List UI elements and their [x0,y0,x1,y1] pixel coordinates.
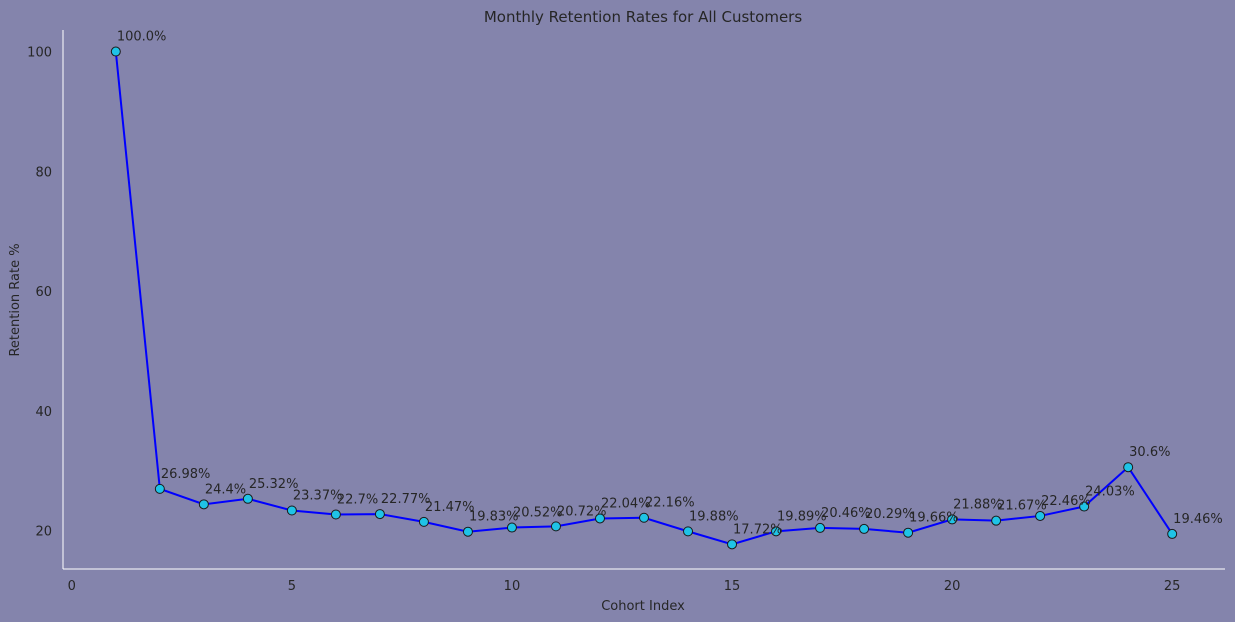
data-label: 22.46% [1041,494,1091,509]
data-point [683,526,694,537]
data-points [110,46,1178,550]
data-label: 20.46% [821,506,871,521]
data-label: 19.83% [469,510,519,525]
data-point [1167,528,1178,539]
data-label: 17.72% [733,522,783,537]
data-label: 21.67% [997,499,1047,514]
data-point [991,515,1002,526]
data-label: 20.29% [865,507,915,522]
data-label: 20.72% [557,504,607,519]
data-label: 22.16% [645,496,695,511]
x-tick-label: 0 [68,579,76,594]
data-label: 22.7% [337,493,378,508]
data-point [815,522,826,533]
data-point [771,526,782,537]
axis-ticks: 0 5 10 15 20 25 20 40 60 80 100 [27,46,1180,594]
data-point [110,46,121,57]
data-labels: 100.0% 26.98%24.4% 25.32%23.37%22.7% 22.77%… [117,30,1223,538]
data-label: 24.03% [1085,485,1135,500]
data-point [462,526,473,537]
data-point [154,483,165,494]
data-label: 100.0% [117,30,167,45]
data-point [506,522,517,533]
data-point [1035,510,1046,521]
data-label: 19.88% [689,509,739,524]
data-point [198,499,209,510]
y-tick-label: 20 [35,525,52,540]
data-label: 22.04% [601,496,651,511]
data-label: 19.46% [1173,512,1223,527]
data-label: 20.52% [513,506,563,521]
data-label: 19.89% [777,509,827,524]
data-label: 24.4% [205,482,246,497]
data-point [859,523,870,534]
data-point [286,505,297,516]
data-point [594,513,605,524]
x-tick-label: 10 [504,579,521,594]
data-point [242,493,253,504]
y-tick-label: 40 [35,405,52,420]
data-point [550,521,561,532]
data-point [639,512,649,523]
retention-series-line [114,51,1174,546]
data-label: 22.77% [381,492,431,507]
data-label: 23.37% [293,488,343,503]
data-point [374,509,385,520]
data-point [947,514,958,525]
data-point [1079,501,1090,512]
x-tick-label: 20 [944,579,961,594]
data-label: 21.47% [425,500,475,515]
data-point [1123,462,1134,473]
data-point [418,516,429,527]
x-tick-label: 5 [288,579,296,594]
data-label: 25.32% [249,477,299,492]
data-label: 21.88% [953,497,1003,512]
data-label: 30.6% [1129,445,1170,460]
data-point [330,509,341,520]
data-point [727,539,738,550]
y-tick-label: 60 [35,285,52,300]
y-axis-label: Retention Rate % [8,243,23,356]
y-tick-label: 80 [35,165,52,180]
data-label: 19.66% [909,511,959,526]
data-point [903,527,914,538]
y-tick-label: 100 [27,46,52,61]
x-tick-label: 25 [1164,579,1181,594]
data-label: 26.98% [161,467,211,482]
x-tick-label: 15 [724,579,741,594]
chart-title: Monthly Retention Rates for All Customer… [484,8,803,26]
x-axis-label: Cohort Index [601,599,685,614]
